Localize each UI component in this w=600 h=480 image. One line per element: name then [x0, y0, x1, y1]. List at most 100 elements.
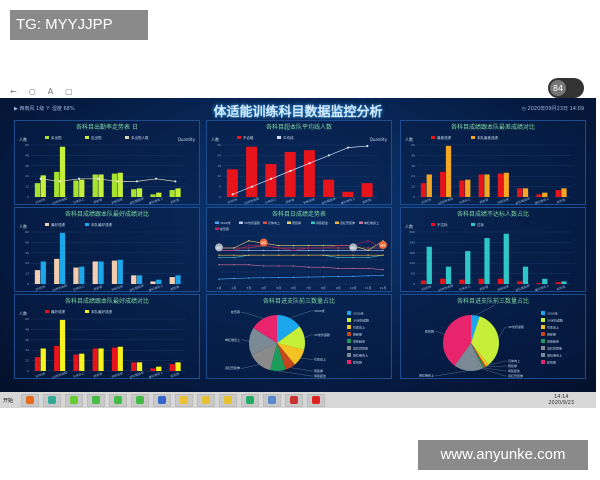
taskbar-app-button[interactable] — [175, 393, 194, 407]
marker-label: 最高 — [351, 245, 357, 249]
x-tick-label: 3000米 — [34, 370, 46, 378]
y2-axis-label: Quantity — [370, 137, 388, 142]
taskbar-app-button[interactable] — [65, 393, 84, 407]
line-point — [233, 254, 235, 256]
bar — [484, 174, 490, 197]
bar — [59, 232, 66, 284]
line-point — [292, 247, 295, 249]
bar — [303, 150, 315, 197]
y-tick-label: 24 — [25, 174, 29, 178]
slice-label: 俯卧撑 — [508, 363, 517, 368]
legend-swatch — [431, 223, 435, 226]
line-point — [277, 244, 280, 247]
x-tick-label: 仰卧起坐 — [111, 283, 124, 292]
x-tick-label: 仰卧起坐 — [497, 196, 510, 205]
y-tick-label: 48 — [25, 327, 29, 331]
line-point — [248, 249, 250, 252]
taskbar-app-button[interactable] — [21, 393, 40, 407]
chart-svg: 人数 最差成绩 本队最差成绩 0 12 24 36 48 60 3000米 30米折返跑 引体向上 俯卧… — [405, 135, 571, 205]
line-point — [270, 177, 273, 180]
x-tick-label: 俯卧撑 — [479, 197, 489, 205]
x-tick-label: 双杠臂屈伸 — [128, 196, 144, 205]
taskbar-app-button[interactable] — [131, 393, 150, 407]
legend-label: 最好成绩 — [51, 222, 65, 227]
line-point — [155, 177, 158, 180]
tab-icon[interactable]: ▢ — [65, 86, 73, 96]
x-tick-label: 30米折返跑 — [51, 370, 68, 379]
bar — [555, 282, 561, 284]
font-icon[interactable]: A — [47, 86, 54, 96]
taskbar-app-button[interactable] — [197, 393, 216, 407]
taskbar-app-button[interactable] — [285, 393, 304, 407]
bar — [497, 278, 504, 284]
line-point — [382, 268, 384, 271]
chart-title: 各科目成绩跟本队最好成绩对比 — [64, 298, 149, 305]
start-button[interactable]: 开始 — [3, 397, 14, 404]
line-point — [78, 177, 81, 180]
legend-label: 仰卧起坐 — [353, 339, 365, 344]
x-tick-label: 单杠卷身上 — [148, 370, 164, 379]
back-icon[interactable]: ← — [10, 86, 17, 96]
watermark-bottom-right: www.anyunke.com — [418, 440, 588, 470]
x-tick-label: 仰卧起坐 — [111, 196, 124, 205]
taskbar-clock[interactable]: 14:14 2020/9/23 — [548, 394, 574, 406]
line-point — [322, 244, 325, 247]
legend-swatch — [277, 136, 281, 139]
legend-label: 未出勤 — [51, 135, 62, 140]
bar — [111, 347, 118, 371]
bar — [98, 348, 104, 371]
chart-svg: 人数 Quantity 不合格 平均线 0 6 12 18 24 30 3000米 30米折返跑 引体向… — [211, 135, 388, 205]
bar — [136, 188, 143, 197]
x-tick-label: 12月 — [380, 286, 387, 290]
bar — [465, 179, 471, 197]
legend-swatch — [347, 353, 351, 357]
legend-label: 双杠臂屈伸 — [340, 220, 355, 225]
slice-label: 3000米 — [314, 308, 325, 313]
chart-title: 各科目成绩不达标人数占比 — [456, 211, 529, 218]
y-tick-label: 12 — [25, 185, 29, 189]
bar — [517, 188, 523, 197]
legend-label: 双杠臂屈伸 — [353, 346, 368, 351]
legend-label: 3000米 — [220, 220, 231, 225]
line-point — [366, 145, 369, 148]
legend-swatch — [359, 221, 363, 224]
legend-swatch — [335, 221, 339, 224]
x-tick-label: 30米折返跑 — [51, 196, 68, 205]
chart-panel: 各科目成绩跟本队最差成绩对比 人数 最差成绩 本队最差成绩 0 12 24 36 48 60 300… — [400, 120, 586, 205]
taskbar-app-button[interactable] — [263, 393, 282, 407]
bar — [497, 173, 504, 197]
pie-slice — [471, 343, 483, 370]
legend-swatch — [239, 221, 243, 224]
line-point — [58, 180, 61, 183]
bar — [420, 183, 427, 197]
line-point — [233, 247, 235, 249]
leader-line — [435, 370, 468, 376]
bar — [284, 151, 296, 197]
legend-label: 应出勤 — [91, 135, 102, 140]
line-point — [367, 256, 369, 259]
watermark-top-left: TG: MYYJJPP — [10, 10, 148, 40]
line-point — [322, 254, 325, 256]
legend-label: 俯卧撑 — [292, 220, 301, 225]
taskbar-app-button[interactable] — [43, 393, 62, 407]
taskbar-app-button[interactable] — [153, 393, 172, 407]
bar — [40, 261, 46, 284]
taskbar-app-button[interactable] — [307, 393, 326, 407]
legend-swatch — [347, 311, 351, 315]
line-point — [327, 154, 330, 157]
speed-badge[interactable]: 84 — [548, 78, 584, 98]
slice-label: 单杠卷身上 — [225, 337, 240, 342]
taskbar-app-button[interactable] — [219, 393, 238, 407]
line-point — [233, 277, 235, 280]
legend-swatch — [347, 339, 351, 343]
leader-line — [290, 367, 313, 372]
line-point — [277, 276, 280, 279]
pie-slice — [443, 315, 471, 366]
bar — [54, 345, 60, 371]
taskbar-app-button[interactable] — [87, 393, 106, 407]
chart-svg: 3000米 30米折返跑 引体向上 俯卧撑 仰卧起坐 双杠臂屈伸 单杠卷身上蛇形跑最高最低最… — [215, 220, 387, 290]
taskbar-app-button[interactable] — [109, 393, 128, 407]
legend-swatch — [215, 221, 219, 224]
refresh-icon[interactable]: ○ — [28, 86, 36, 96]
taskbar-app-button[interactable] — [241, 393, 260, 407]
